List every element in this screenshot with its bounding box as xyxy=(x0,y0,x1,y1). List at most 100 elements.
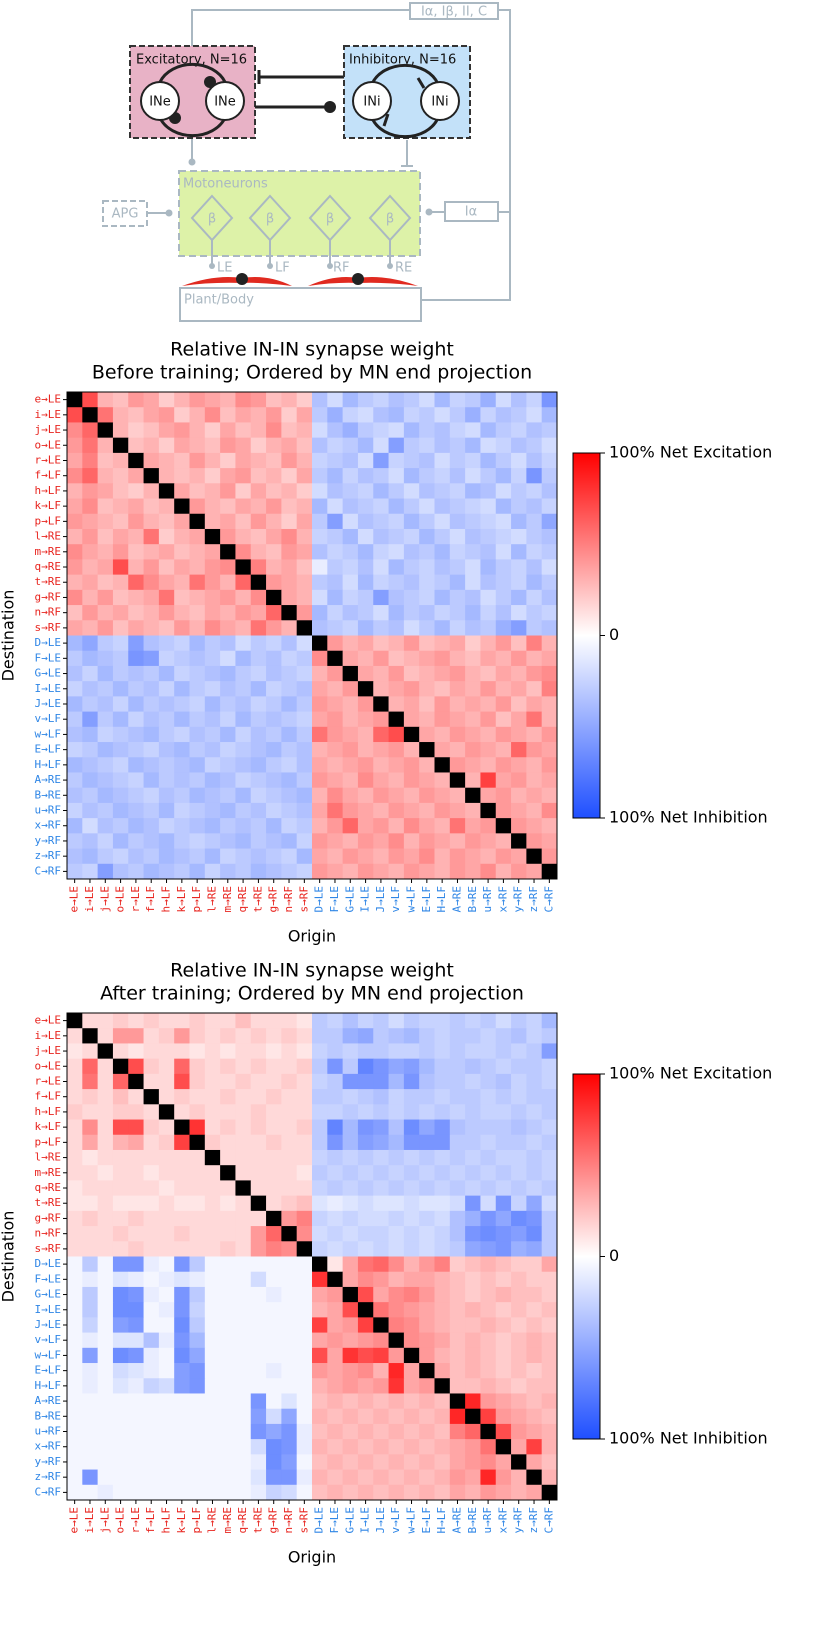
heatmap-cell xyxy=(158,1378,175,1394)
heatmap-cell xyxy=(342,1469,359,1486)
heatmap-cell xyxy=(97,772,114,789)
heatmap-cell xyxy=(158,1408,175,1425)
heatmap-cell xyxy=(266,650,282,667)
heatmap-cell xyxy=(112,1149,129,1166)
heatmap-cell xyxy=(449,1195,466,1212)
heatmap-cell xyxy=(465,528,481,545)
heatmap-cell xyxy=(158,681,175,697)
heatmap-cell xyxy=(220,620,236,636)
heatmap-cell xyxy=(327,1347,344,1364)
y-tick-label: h→LF xyxy=(35,1105,62,1118)
heatmap-cell xyxy=(82,1271,99,1288)
x-tick-label: t→RE xyxy=(251,886,264,913)
heatmap-cell xyxy=(220,589,236,606)
heatmap-cell xyxy=(327,1089,344,1105)
heatmap-cell xyxy=(281,468,298,484)
heatmap-cell xyxy=(526,422,543,439)
heatmap-cell xyxy=(327,1165,344,1181)
x-tick-label: p→LF xyxy=(190,1507,203,1534)
heatmap-cell xyxy=(235,802,252,819)
heatmap-cell xyxy=(143,1043,160,1060)
heatmap-cell xyxy=(388,681,405,697)
heatmap-cell xyxy=(388,1195,405,1212)
colorbar xyxy=(572,1073,601,1440)
y-tick-label: p→LF xyxy=(35,514,62,527)
heatmap-cell xyxy=(250,559,267,576)
heatmap-cell xyxy=(220,1454,236,1470)
heatmap-cell xyxy=(158,1134,175,1151)
heatmap-cell xyxy=(511,848,527,865)
heatmap-cell xyxy=(128,513,144,530)
heatmap-cell xyxy=(128,1195,144,1212)
heatmap-cell xyxy=(465,1058,481,1075)
heatmap-cell xyxy=(158,1195,175,1212)
heatmap-cell xyxy=(143,559,160,576)
heatmap-cell xyxy=(327,1454,344,1470)
heatmap-cell xyxy=(189,559,206,576)
heatmap-cell xyxy=(526,1226,543,1242)
heatmap-cell xyxy=(128,1484,144,1501)
heatmap-cell xyxy=(373,1043,389,1060)
heatmap-cell xyxy=(296,726,313,743)
heatmap-cell xyxy=(67,848,83,865)
heatmap-cell xyxy=(495,1317,512,1333)
heatmap-cell xyxy=(419,1134,435,1151)
heatmap-cell xyxy=(403,1058,420,1075)
heatmap-cell xyxy=(434,1439,451,1455)
heatmap-cell xyxy=(97,498,114,515)
heatmap-cell xyxy=(434,513,451,530)
heatmap-cell xyxy=(449,650,466,667)
heatmap-cell xyxy=(342,1028,359,1044)
heatmap-cell xyxy=(357,665,374,682)
heatmap-cell xyxy=(465,1119,481,1136)
heatmap-cell xyxy=(465,1149,481,1166)
heatmap-cell xyxy=(281,498,298,515)
heatmap-cell xyxy=(128,1317,144,1333)
heatmap-cell xyxy=(434,437,451,454)
heatmap-cell xyxy=(465,1347,481,1364)
heatmap-cell xyxy=(67,1058,83,1075)
heatmap-cell xyxy=(526,544,543,560)
heatmap-cell xyxy=(312,392,328,408)
x-tick-label: r→LE xyxy=(129,886,142,913)
heatmap-cell xyxy=(511,1271,527,1288)
heatmap-cell xyxy=(204,468,221,484)
heatmap-cell xyxy=(143,1302,160,1318)
heatmap-cell xyxy=(296,1439,313,1455)
heatmap-cell xyxy=(97,787,114,804)
heatmap-cell xyxy=(97,1180,114,1197)
heatmap-cell xyxy=(220,1347,236,1364)
heatmap-cell xyxy=(128,392,144,408)
heatmap-cell xyxy=(112,574,129,591)
heatmap-cell xyxy=(112,742,129,758)
heatmap-cell xyxy=(373,848,389,865)
heatmap-cell xyxy=(266,726,282,743)
heatmap-cell xyxy=(357,1256,374,1273)
heatmap-cell xyxy=(174,1195,190,1212)
heatmap-cell xyxy=(342,483,359,499)
heatmap-cell xyxy=(220,863,236,880)
heatmap-cell xyxy=(465,1302,481,1318)
heatmap-cell xyxy=(434,605,451,621)
heatmap-cell xyxy=(97,1363,114,1379)
heatmap-cell xyxy=(67,605,83,621)
heatmap-cell xyxy=(174,1013,190,1029)
heatmap-cell xyxy=(480,1256,497,1273)
heatmap-cell xyxy=(174,1149,190,1166)
heatmap-cell xyxy=(465,589,481,606)
heatmap-cell xyxy=(342,422,359,439)
heatmap-cell xyxy=(281,848,298,865)
heatmap-cell xyxy=(235,1028,252,1044)
heatmap-cell xyxy=(373,422,389,439)
heatmap-cell xyxy=(296,605,313,621)
heatmap-cell xyxy=(403,1241,420,1257)
heatmap-cell xyxy=(220,711,236,728)
heatmap-cell xyxy=(327,772,344,789)
heatmap-cell xyxy=(541,1089,558,1105)
heatmap-cell xyxy=(281,513,298,530)
y-tick-label: v→LF xyxy=(35,712,62,725)
heatmap-cell xyxy=(465,1195,481,1212)
heatmap-cell xyxy=(97,1423,114,1440)
heatmap-cell xyxy=(449,1469,466,1486)
heatmap-cell xyxy=(204,574,221,591)
